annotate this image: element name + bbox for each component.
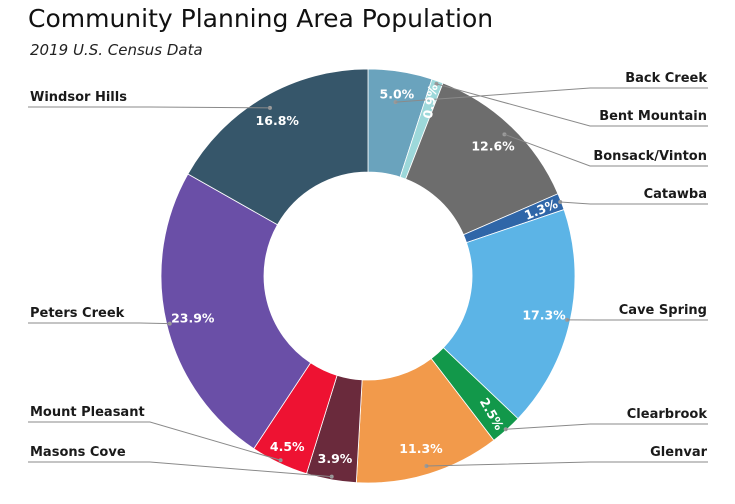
value-label-cave-spring: 17.3% bbox=[522, 307, 566, 322]
leader-line-windsor-hills bbox=[28, 106, 270, 109]
category-label-back-creek: Back Creek bbox=[625, 71, 707, 86]
category-label-masons-cove: Masons Cove bbox=[30, 445, 126, 460]
leader-lines-layer bbox=[28, 81, 708, 479]
category-label-bent-mountain: Bent Mountain bbox=[599, 109, 707, 124]
leader-line-peters-creek bbox=[28, 322, 170, 325]
category-label-peters-creek: Peters Creek bbox=[30, 306, 125, 321]
leader-line-clearbrook bbox=[505, 423, 708, 430]
category-label-catawba: Catawba bbox=[644, 187, 707, 202]
value-label-peters-creek: 23.9% bbox=[171, 311, 215, 326]
leader-line-back-creek bbox=[395, 87, 708, 103]
leader-line-catawba bbox=[560, 201, 708, 205]
value-label-bonsack-vinton: 12.6% bbox=[471, 139, 515, 154]
value-label-back-creek: 5.0% bbox=[380, 86, 415, 101]
category-label-bonsack-vinton: Bonsack/Vinton bbox=[593, 149, 707, 164]
leader-line-mount-pleasant bbox=[28, 421, 281, 461]
category-labels-layer: Back Creek Bent Mountain Bonsack/Vinton Cat… bbox=[30, 71, 708, 460]
category-label-mount-pleasant: Mount Pleasant bbox=[30, 405, 145, 420]
slice-cave-spring[interactable] bbox=[442, 209, 576, 420]
slice-peters-creek[interactable] bbox=[160, 173, 312, 450]
category-label-cave-spring: Cave Spring bbox=[619, 303, 707, 318]
leader-line-masons-cove bbox=[28, 461, 332, 478]
value-label-windsor-hills: 16.8% bbox=[256, 113, 300, 128]
leader-line-glenvar bbox=[426, 461, 708, 467]
category-label-clearbrook: Clearbrook bbox=[627, 407, 708, 422]
chart-title: Community Planning Area Population bbox=[28, 4, 494, 33]
slices-layer bbox=[160, 68, 576, 484]
chart-subtitle: 2019 U.S. Census Data bbox=[30, 41, 203, 59]
value-label-bent-mountain: 0.9% bbox=[420, 83, 441, 120]
category-label-glenvar: Glenvar bbox=[650, 445, 707, 460]
category-label-windsor-hills: Windsor Hills bbox=[30, 90, 127, 105]
value-label-mount-pleasant: 4.5% bbox=[270, 439, 305, 454]
value-label-glenvar: 11.3% bbox=[399, 441, 443, 456]
leader-line-bent-mountain bbox=[436, 83, 708, 127]
slice-windsor-hills[interactable] bbox=[187, 68, 369, 226]
leader-line-bonsack-vinton bbox=[504, 133, 708, 167]
value-label-masons-cove: 3.9% bbox=[318, 451, 353, 466]
